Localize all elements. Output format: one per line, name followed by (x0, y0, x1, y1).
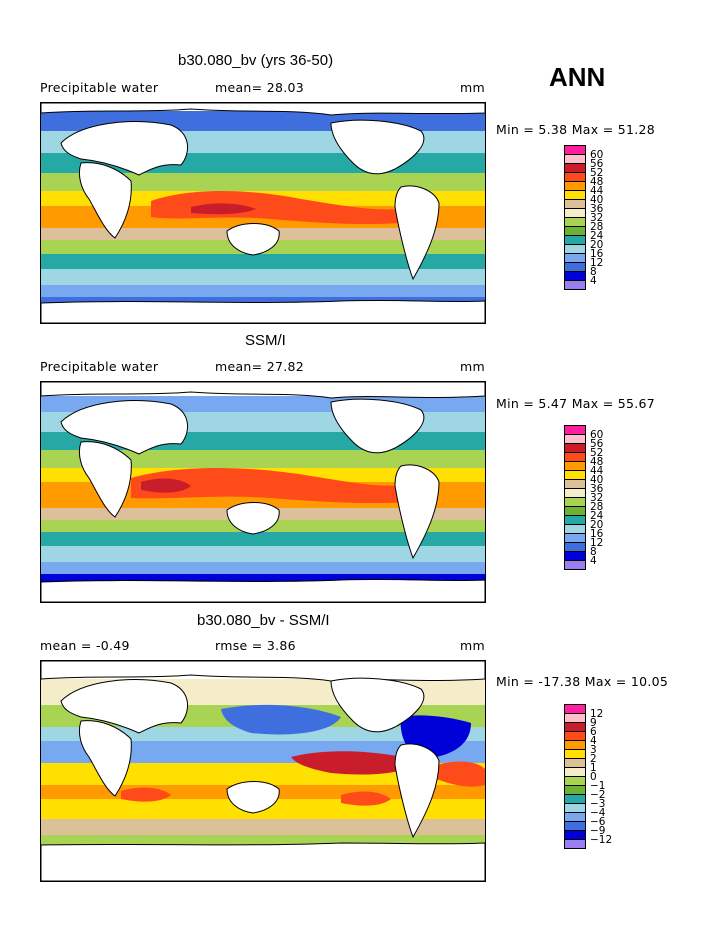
panel-1-minmax: Min = 5.38 Max = 51.28 (496, 122, 656, 137)
colorbar-tick: 0 (590, 771, 597, 783)
colorbar-tick: 32 (590, 212, 604, 224)
panel-1-map (40, 102, 486, 324)
colorbar-tick: 4 (590, 735, 597, 747)
panel-1-colorbar (564, 145, 586, 290)
panel-2-minmax: Min = 5.47 Max = 55.67 (496, 396, 656, 411)
colorbar-tick: 8 (590, 546, 597, 558)
colorbar-swatch (564, 560, 586, 570)
colorbar-tick: 36 (590, 483, 604, 495)
panel-3-title: b30.080_bv - SSM/I (197, 612, 330, 629)
colorbar-tick: 60 (590, 429, 604, 441)
colorbar-tick: 52 (590, 447, 604, 459)
colorbar-swatch (564, 280, 586, 290)
colorbar-tick: 56 (590, 438, 604, 450)
colorbar-tick: 24 (590, 510, 604, 522)
panel-2-field-label: Precipitable water (40, 359, 159, 374)
colorbar-tick: −3 (590, 798, 606, 810)
colorbar-tick: 44 (590, 465, 604, 477)
colorbar-tick: −4 (590, 807, 606, 819)
colorbar-tick: 4 (590, 275, 597, 287)
panel-1-map-plot (41, 103, 485, 323)
colorbar-tick: 20 (590, 239, 604, 251)
colorbar-tick: 12 (590, 708, 604, 720)
colorbar-tick: −1 (590, 780, 606, 792)
colorbar-tick: −9 (590, 825, 606, 837)
panel-3-units-label: mm (460, 638, 485, 653)
panel-1-field-label: Precipitable water (40, 80, 159, 95)
colorbar-tick: 32 (590, 492, 604, 504)
panel-1-units-label: mm (460, 80, 485, 95)
colorbar-swatch (564, 839, 586, 849)
panel-2-units-label: mm (460, 359, 485, 374)
colorbar-tick: 12 (590, 537, 604, 549)
colorbar-tick: 2 (590, 753, 597, 765)
colorbar-tick: 3 (590, 744, 597, 756)
colorbar-tick: 48 (590, 176, 604, 188)
colorbar-tick: 8 (590, 266, 597, 278)
panel-2-mean-label: mean= 27.82 (215, 359, 304, 374)
colorbar-tick: 6 (590, 726, 597, 738)
colorbar-tick: 9 (590, 717, 597, 729)
colorbar-tick: 40 (590, 474, 604, 486)
panel-1-title: b30.080_bv (yrs 36-50) (178, 52, 334, 69)
colorbar-tick: 28 (590, 501, 604, 513)
colorbar-tick: 4 (590, 555, 597, 567)
colorbar-tick: 12 (590, 257, 604, 269)
panel-3-rmse-label: rmse = 3.86 (215, 638, 296, 653)
panel-2-map (40, 381, 486, 603)
panel-1-mean-label: mean= 28.03 (215, 80, 304, 95)
panel-2-title: SSM/I (245, 332, 286, 349)
colorbar-tick: 16 (590, 248, 604, 260)
colorbar-tick: −2 (590, 789, 606, 801)
panel-3-map-plot (41, 661, 485, 881)
colorbar-tick: 24 (590, 230, 604, 242)
colorbar-tick: −6 (590, 816, 606, 828)
colorbar-tick: −12 (590, 834, 613, 846)
colorbar-tick: 16 (590, 528, 604, 540)
colorbar-tick: 20 (590, 519, 604, 531)
colorbar-tick: 48 (590, 456, 604, 468)
colorbar-tick: 56 (590, 158, 604, 170)
panel-2-map-plot (41, 382, 485, 602)
colorbar-tick: 36 (590, 203, 604, 215)
panel-3-colorbar (564, 704, 586, 849)
colorbar-tick: 60 (590, 149, 604, 161)
panel-3-minmax: Min = -17.38 Max = 10.05 (496, 674, 669, 689)
colorbar-tick: 40 (590, 194, 604, 206)
colorbar-tick: 52 (590, 167, 604, 179)
season-label: ANN (549, 62, 606, 92)
panel-3-map (40, 660, 486, 882)
panel-2-colorbar (564, 425, 586, 570)
colorbar-tick: 28 (590, 221, 604, 233)
colorbar-tick: 44 (590, 185, 604, 197)
panel-3-mean-label: mean = -0.49 (40, 638, 130, 653)
colorbar-tick: 1 (590, 762, 597, 774)
